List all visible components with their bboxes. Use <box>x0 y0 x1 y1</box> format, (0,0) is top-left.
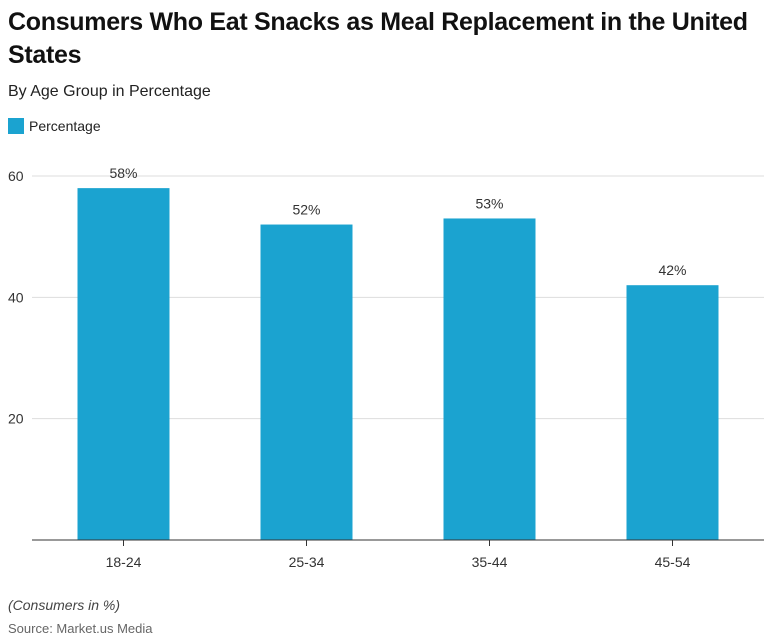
y-tick-label: 40 <box>8 289 24 305</box>
x-tick-label: 18-24 <box>106 554 142 570</box>
chart-title: Consumers Who Eat Snacks as Meal Replace… <box>8 8 748 69</box>
x-tick-label: 25-34 <box>289 554 325 570</box>
data-label: 58% <box>109 165 137 181</box>
data-label: 53% <box>475 195 503 211</box>
y-tick-label: 60 <box>8 168 24 184</box>
chart-subtitle: By Age Group in Percentage <box>8 83 211 100</box>
bar <box>260 224 353 541</box>
y-tick-label: 20 <box>8 411 24 427</box>
data-label: 42% <box>658 262 686 278</box>
legend-label: Percentage <box>29 118 101 134</box>
chart-source: Source: Market.us Media <box>8 621 153 636</box>
bar <box>626 285 719 540</box>
x-tick-label: 35-44 <box>472 554 508 570</box>
legend: Percentage <box>8 118 101 134</box>
data-label: 52% <box>292 202 320 218</box>
legend-swatch <box>8 118 24 134</box>
chart-note: (Consumers in %) <box>8 597 121 613</box>
x-tick-label: 45-54 <box>655 554 691 570</box>
bar <box>443 218 536 540</box>
bar <box>77 188 170 540</box>
